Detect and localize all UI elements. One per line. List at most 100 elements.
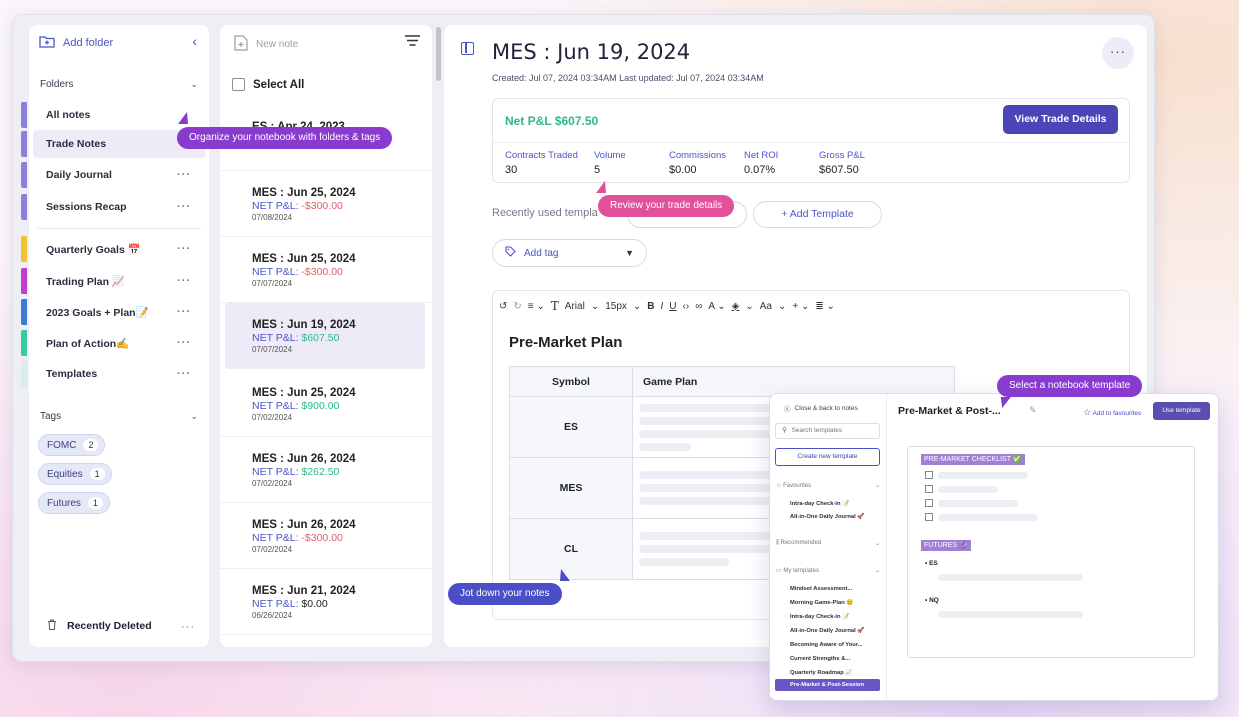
view-trade-details-button[interactable]: View Trade Details: [1003, 105, 1118, 134]
more-options-icon[interactable]: ···: [181, 621, 195, 633]
folder-label: Plan of Action✍: [46, 337, 130, 350]
more-options-icon[interactable]: ···: [177, 368, 191, 380]
callout-trade-details: Review your trade details: [598, 195, 735, 217]
font-family-icon[interactable]: T: [550, 299, 559, 313]
list-item[interactable]: MES : Jun 26, 2024 NET P&L: $262.50 07/0…: [220, 437, 432, 503]
template-item[interactable]: Mindset Assessment...: [790, 586, 853, 592]
close-circle-icon: ⓧ: [784, 406, 791, 413]
tag-label: Equities: [47, 468, 83, 480]
close-back-button[interactable]: ⓧ Close & back to notes: [784, 404, 858, 414]
chevron-down-icon: ⌄: [874, 541, 880, 547]
template-item[interactable]: Current Strengths &...: [790, 656, 851, 662]
folder-item-plan-of-action[interactable]: Plan of Action✍ ···: [21, 329, 205, 357]
folder-item-2023-goals[interactable]: 2023 Goals + Plan📝 ···: [21, 298, 205, 326]
select-all-row[interactable]: Select All: [232, 78, 304, 91]
font-size-select[interactable]: 15px: [605, 300, 627, 312]
select-all-checkbox[interactable]: [232, 78, 245, 91]
folder-icon: ▭: [776, 568, 782, 574]
list-item[interactable]: MES : Jun 26, 2024 NET P&L: -$300.00 07/…: [220, 503, 432, 569]
template-item[interactable]: Becoming Aware of Your...: [790, 642, 863, 648]
note-title: MES : Jun 19, 2024: [252, 319, 356, 331]
folder-item-daily-journal[interactable]: Daily Journal ···: [21, 161, 205, 189]
template-item-selected[interactable]: Pre-Market & Post-Session: [775, 679, 880, 691]
template-item[interactable]: All-in-One Daily Journal 🚀: [790, 514, 865, 520]
star-icon: ☆: [776, 483, 782, 489]
folder-item-templates[interactable]: Templates ···: [21, 360, 205, 388]
tag-pill-equities[interactable]: Equities 1: [38, 463, 112, 485]
template-item[interactable]: All-in-One Daily Journal 🚀: [790, 628, 865, 634]
add-template-button[interactable]: + Add Template: [753, 201, 882, 228]
notes-scrollbar[interactable]: [436, 27, 441, 81]
underline-icon[interactable]: U: [669, 300, 677, 312]
recommended-section-header[interactable]: ⫼ Recommended ⌄: [776, 540, 880, 547]
use-template-button[interactable]: Use template: [1153, 402, 1210, 420]
add-tag-dropdown[interactable]: Add tag ▼: [492, 239, 647, 267]
folder-item-trading-plan[interactable]: Trading Plan 📈 ···: [21, 267, 205, 295]
text-color-icon[interactable]: A ⌄: [708, 300, 726, 312]
bold-icon[interactable]: B: [647, 300, 655, 312]
template-item[interactable]: Intra-day Check-in 📝: [790, 501, 850, 507]
more-options-icon[interactable]: ···: [177, 306, 191, 318]
link-icon[interactable]: ∞: [695, 300, 703, 312]
folder-label: All notes: [46, 109, 91, 121]
insert-plus-icon[interactable]: + ⌄: [792, 300, 810, 312]
more-options-icon[interactable]: ···: [177, 275, 191, 287]
chevron-down-icon: ⌄: [632, 300, 642, 312]
my-templates-section-header[interactable]: ▭ My templates ⌄: [776, 568, 880, 574]
folder-color-mark: [21, 236, 27, 262]
note-meta: Created: Jul 07, 2024 03:34AM Last updat…: [492, 73, 764, 83]
list-item[interactable]: MES : Jun 25, 2024 NET P&L: $900.00 07/0…: [220, 371, 432, 437]
sort-icon[interactable]: [405, 33, 420, 49]
divider: [493, 142, 1129, 143]
tags-section-header[interactable]: Tags ⌄: [40, 411, 198, 422]
template-search-input[interactable]: ⚲ Search templates: [775, 423, 880, 439]
new-note-label: New note: [256, 39, 299, 50]
align-icon[interactable]: ≣ ⌄: [815, 300, 835, 312]
recently-deleted-item[interactable]: Recently Deleted: [47, 619, 152, 633]
note-date: 07/07/2024: [252, 345, 293, 354]
template-item[interactable]: Quarterly Roadmap 📈: [790, 670, 853, 676]
folder-item-sessions-recap[interactable]: Sessions Recap ···: [21, 193, 205, 221]
futures-banner: FUTURES 🔮: [921, 540, 971, 551]
list-item[interactable]: MES : Jun 25, 2024 NET P&L: -$300.00 07/…: [220, 171, 432, 237]
create-template-button[interactable]: Create new template: [775, 448, 880, 466]
new-note-button[interactable]: New note: [234, 35, 298, 54]
list-item-selected[interactable]: MES : Jun 19, 2024 NET P&L: $607.50 07/0…: [225, 303, 425, 369]
folder-label: Quarterly Goals 📅: [46, 243, 141, 256]
highlight-icon[interactable]: ◈: [731, 300, 740, 312]
folders-section-header[interactable]: Folders ⌄: [40, 79, 198, 90]
checklist-banner: PRE-MARKET CHECKLIST ✅: [921, 454, 1025, 465]
template-item[interactable]: Morning Game-Plan 😊: [790, 600, 854, 606]
list-item[interactable]: MES : Jun 25, 2024 NET P&L: -$300.00 07/…: [220, 237, 432, 303]
more-options-icon[interactable]: ···: [177, 169, 191, 181]
more-options-icon[interactable]: ···: [177, 243, 191, 255]
code-icon[interactable]: ‹›: [682, 300, 690, 312]
folder-item-trade-notes[interactable]: Trade Notes: [21, 130, 205, 158]
add-to-favourites-button[interactable]: ☆ Add to favourites: [1083, 407, 1142, 417]
edit-pencil-icon[interactable]: ✎: [1029, 405, 1037, 415]
add-folder-button[interactable]: Add folder: [39, 35, 113, 51]
folder-item-quarterly-goals[interactable]: Quarterly Goals 📅 ···: [21, 235, 205, 263]
sidebar-toggle-icon[interactable]: [461, 42, 474, 55]
symbol-cell: CL: [509, 518, 633, 580]
recently-deleted-label: Recently Deleted: [67, 620, 152, 632]
tag-count: 1: [87, 497, 103, 509]
more-options-icon[interactable]: ···: [177, 201, 191, 213]
redo-icon[interactable]: ↻: [513, 300, 522, 312]
font-family-select[interactable]: Arial: [564, 300, 585, 312]
text-case-select[interactable]: Aa: [759, 300, 772, 312]
tag-pill-fomc[interactable]: FOMC 2: [38, 434, 106, 456]
paragraph-style-icon[interactable]: ≡ ⌄: [527, 300, 545, 312]
collapse-panel-icon[interactable]: ‹: [192, 33, 197, 49]
tag-pill-futures[interactable]: Futures 1: [38, 492, 110, 514]
favourites-section-header[interactable]: ☆ Favourites ⌄: [776, 483, 880, 489]
template-item[interactable]: Intra-day Check-in 📝: [790, 614, 850, 620]
list-item[interactable]: MES : Jun 21, 2024 NET P&L: $0.00 06/26/…: [220, 569, 432, 635]
more-options-icon[interactable]: ···: [177, 337, 191, 349]
more-options-button[interactable]: ···: [1102, 37, 1134, 69]
note-pnl: NET P&L: $0.00: [252, 598, 328, 610]
chevron-down-icon: ⌄: [777, 300, 787, 312]
undo-icon[interactable]: ↺: [499, 300, 508, 312]
folder-item-all-notes[interactable]: All notes: [21, 101, 205, 129]
italic-icon[interactable]: I: [660, 300, 664, 312]
